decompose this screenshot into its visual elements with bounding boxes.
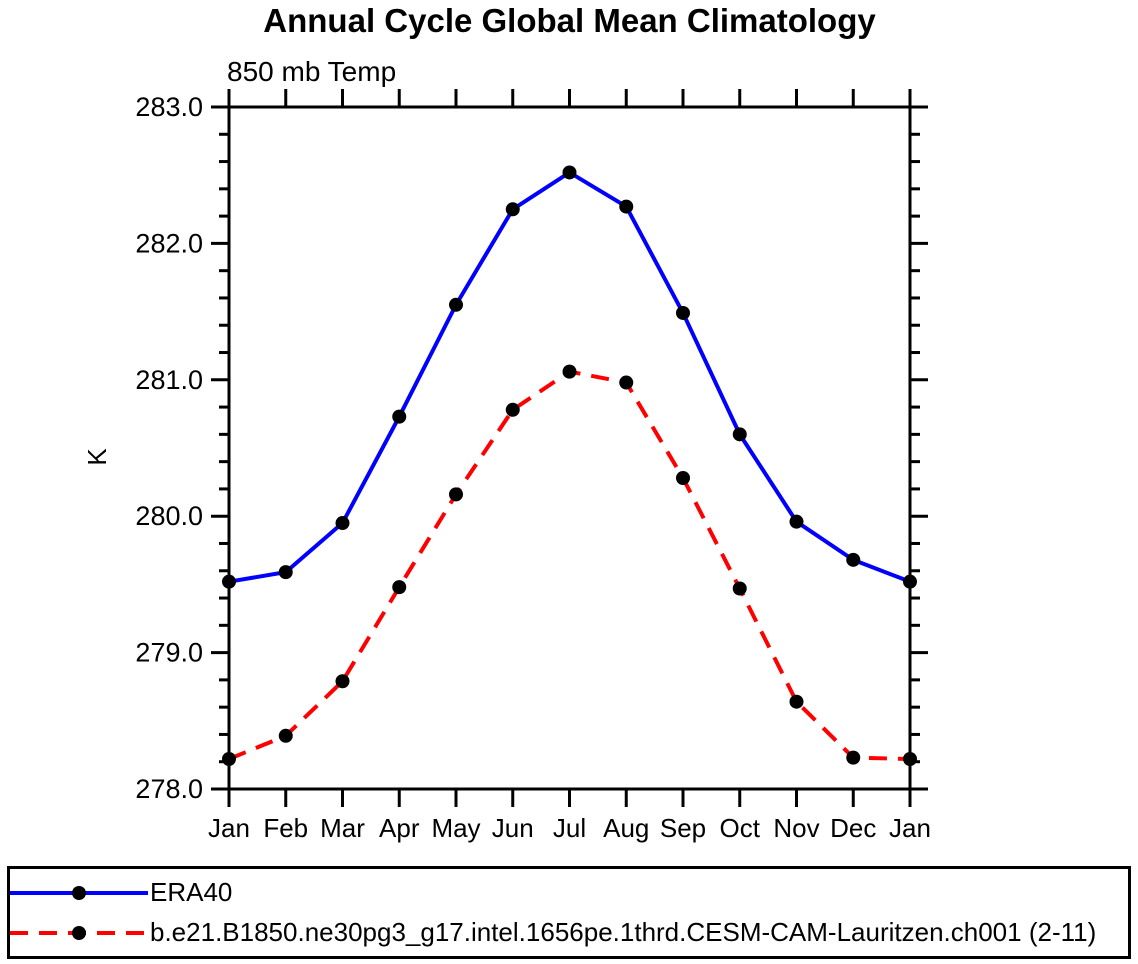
svg-text:283.0: 283.0 [135,92,203,122]
svg-text:Jul: Jul [553,813,586,843]
svg-text:K: K [82,448,112,466]
svg-text:Apr: Apr [379,813,420,843]
svg-text:Sep: Sep [660,813,706,843]
legend-line-sample-series-0 [10,885,148,900]
svg-text:Oct: Oct [720,813,761,843]
svg-text:Jun: Jun [492,813,534,843]
svg-text:281.0: 281.0 [135,365,203,395]
svg-text:280.0: 280.0 [135,501,203,531]
plot-area: Jan Feb Mar Apr May Jun Jul Aug Sep Oct Nov Dec Jan2… [82,89,931,843]
svg-text:Nov: Nov [773,813,819,843]
svg-text:Feb: Feb [263,813,308,843]
svg-text:282.0: 282.0 [135,228,203,258]
svg-text:Mar: Mar [320,813,365,843]
svg-text:Jan: Jan [208,813,250,843]
legend-item-series-0: ERA40 [10,876,1128,910]
legend-box: ERA40 b.e21.B1850.ne30pg3_g17.intel.1656… [7,866,1131,959]
legend-label-series-0: ERA40 [150,877,233,907]
svg-text:279.0: 279.0 [135,638,203,668]
svg-text:Dec: Dec [830,813,876,843]
svg-text:Aug: Aug [603,813,649,843]
svg-text:Jan: Jan [889,813,931,843]
legend-item-series-1: b.e21.B1850.ne30pg3_g17.intel.1656pe.1th… [10,916,1128,950]
legend-line-sample-series-1 [10,925,148,940]
chart-title: Annual Cycle Global Mean Climatology [263,2,876,39]
legend-label-series-1: b.e21.B1850.ne30pg3_g17.intel.1656pe.1th… [150,917,1097,947]
chart-subtitle: 850 mb Temp [227,56,397,87]
svg-text:278.0: 278.0 [135,774,203,804]
svg-text:May: May [431,813,480,843]
